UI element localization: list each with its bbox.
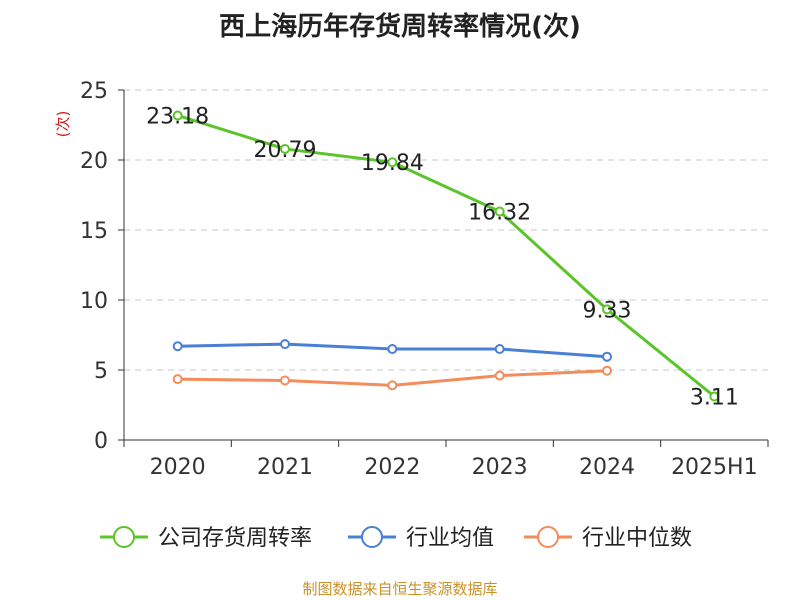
- x-tick-label: 2024: [579, 455, 635, 480]
- x-tick-label: 2020: [150, 455, 206, 480]
- data-label: 20.79: [254, 138, 317, 163]
- y-tick-label: 10: [80, 289, 108, 314]
- legend-marker: [113, 526, 135, 548]
- grid-lines: [124, 89, 768, 371]
- data-point: [387, 380, 398, 391]
- data-point: [602, 365, 612, 376]
- legend: 公司存货周转率 行业均值 行业中位数: [100, 526, 692, 551]
- data-point: [387, 344, 398, 354]
- series-line: [177, 114, 716, 398]
- data-point: [602, 304, 612, 315]
- y-tick-label: 0: [94, 429, 108, 454]
- data-point: [280, 339, 290, 350]
- data-label: 3.11: [690, 385, 739, 410]
- x-tick-label: 2021: [257, 455, 313, 480]
- data-point: [280, 375, 290, 386]
- data-point: [709, 391, 720, 402]
- axes: 0 5 10 15 20 25 2020 2021 2022 2023 2024 2025H1 (次): [54, 79, 769, 480]
- y-tick-label: 20: [80, 149, 108, 174]
- source-note: 制图数据来自恒生聚源数据库: [302, 580, 498, 598]
- data-point: [494, 344, 505, 354]
- data-point: [494, 206, 505, 217]
- data-label: 16.32: [468, 201, 531, 226]
- data-point: [172, 341, 183, 352]
- y-tick-label: 5: [94, 359, 108, 384]
- y-axis-title: (次): [54, 111, 72, 138]
- data-labels: 23.18 20.79 19.84 16.32 9.33 3.11: [146, 104, 739, 410]
- legend-label: 行业均值: [406, 526, 494, 551]
- data-point: [387, 157, 398, 168]
- x-tick-label: 2025H1: [671, 455, 758, 480]
- data-label: 19.84: [361, 151, 424, 176]
- data-point: [172, 374, 183, 385]
- series-lines: [172, 110, 720, 402]
- data-point: [602, 351, 612, 362]
- legend-label: 公司存货周转率: [158, 526, 312, 551]
- data-point: [494, 370, 505, 381]
- y-tick-label: 15: [80, 219, 108, 244]
- legend-marker: [537, 526, 559, 548]
- data-label: 9.33: [583, 298, 632, 323]
- legend-label: 行业中位数: [582, 526, 692, 551]
- data-label: 23.18: [146, 104, 209, 129]
- legend-marker: [361, 526, 383, 548]
- x-tick-label: 2023: [472, 455, 528, 480]
- data-point: [172, 110, 183, 121]
- chart-title: 西上海历年存货周转率情况(次): [219, 12, 581, 42]
- data-point: [280, 143, 290, 154]
- x-tick-label: 2022: [364, 455, 420, 480]
- y-tick-label: 25: [80, 79, 108, 104]
